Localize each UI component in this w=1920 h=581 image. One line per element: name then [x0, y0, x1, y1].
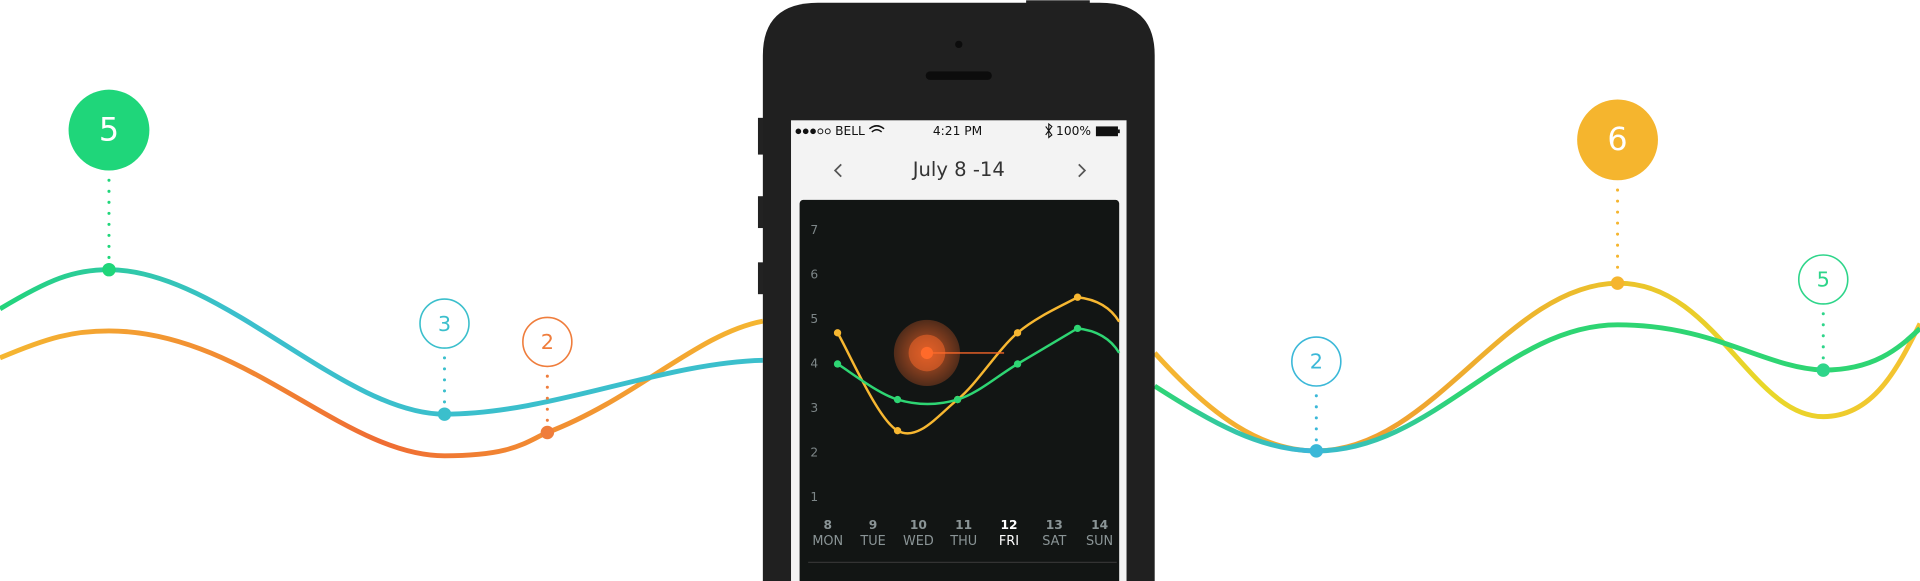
battery-tip: [1117, 129, 1120, 134]
callout-label: 6: [1607, 120, 1627, 158]
day-name: MON: [812, 534, 843, 549]
day-name: FRI: [999, 534, 1019, 549]
callout-point: [1816, 363, 1830, 377]
day-name: WED: [903, 534, 934, 549]
wave: [0, 267, 763, 417]
y-tick-label: 1: [810, 490, 818, 504]
y-tick-label: 7: [810, 223, 818, 237]
series-point: [893, 395, 902, 404]
prev-week[interactable]: [833, 163, 842, 178]
callout-label: 5: [99, 110, 119, 148]
signal: [795, 128, 831, 135]
chart-panel: [799, 199, 1120, 581]
callout-bubble: [1797, 254, 1849, 305]
callout-point: [1610, 276, 1625, 290]
day-date: 10: [910, 518, 927, 532]
callout-label: 3: [438, 312, 451, 336]
callout-bubble: [1577, 99, 1658, 181]
callout-bubble: [68, 89, 150, 171]
y-tick-label: 3: [810, 401, 818, 415]
series-point: [1073, 293, 1082, 301]
next-week[interactable]: [1078, 163, 1087, 178]
battery-icon: [1095, 126, 1118, 137]
wifi-icon: [868, 125, 885, 133]
carrier: BELL: [835, 124, 865, 138]
y-tick-label: 6: [810, 267, 818, 281]
callout-point: [437, 407, 452, 421]
week-title: July 8 -14: [911, 158, 1005, 181]
phone-button: [757, 117, 766, 155]
highlight-point: [920, 346, 934, 360]
wave: [1153, 322, 1920, 454]
series-point: [833, 360, 842, 368]
series-point: [953, 395, 962, 404]
day-name: SUN: [1086, 534, 1113, 549]
callouts: 5 3 2 6 2 5: [68, 89, 1849, 458]
callout-point: [102, 262, 116, 277]
wave: [0, 318, 764, 459]
camera: [955, 40, 963, 49]
day-date: 13: [1046, 518, 1063, 532]
day-date: 12: [1000, 518, 1017, 532]
series-point: [1013, 360, 1022, 368]
bluetooth-icon: [1045, 122, 1053, 139]
callout-bubble: [522, 316, 573, 368]
day-name: SAT: [1042, 534, 1066, 549]
day-name: TUE: [859, 534, 885, 549]
y-tick-label: 4: [810, 356, 818, 370]
callout-label: 2: [541, 330, 554, 354]
series-point: [1073, 324, 1082, 333]
day-date: 8: [823, 518, 832, 532]
day-date: 14: [1091, 518, 1108, 532]
day-name: THU: [949, 534, 977, 549]
series-point: [893, 427, 902, 435]
callout-label: 2: [1310, 350, 1323, 374]
callout-label: 5: [1817, 268, 1830, 292]
phone-button: [757, 196, 766, 229]
series-point: [1013, 329, 1022, 337]
background-waves: [0, 267, 1920, 459]
series-point: [833, 329, 842, 337]
callout-bubble: [419, 298, 470, 349]
battery-level: 100%: [1056, 124, 1091, 138]
y-tick-label: 5: [810, 312, 818, 326]
clock: 4:21 PM: [933, 124, 982, 138]
day-date: 9: [869, 518, 878, 532]
y-tick-label: 2: [810, 445, 818, 459]
callout-bubble: [1291, 336, 1342, 387]
day-date: 11: [955, 518, 972, 532]
speaker: [925, 71, 992, 80]
callout-point: [1309, 444, 1324, 458]
phone-button: [757, 262, 766, 295]
callout-point: [540, 425, 555, 440]
